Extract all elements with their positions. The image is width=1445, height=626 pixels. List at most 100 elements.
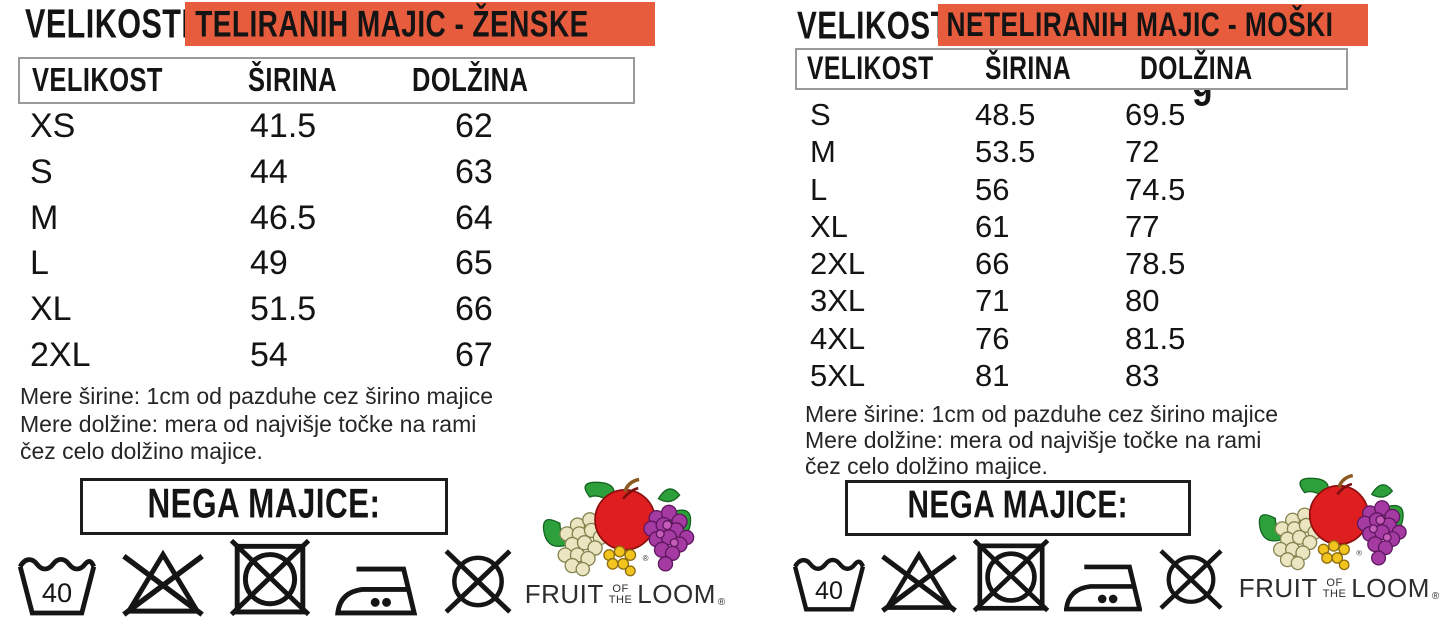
table-cell: 69.5 xyxy=(1125,97,1186,132)
care-title-box: NEGA MAJICE: xyxy=(845,480,1191,536)
table-cell: L xyxy=(810,171,828,207)
table-cell: 4XL xyxy=(810,320,866,356)
table-row: 4XL 76 81.5 xyxy=(795,320,1346,357)
table-cell: 77 xyxy=(1125,208,1160,244)
care-icons-row: 40 xyxy=(792,538,1226,613)
do-not-bleach-icon xyxy=(121,547,205,617)
table-cell: 41.5 xyxy=(250,107,317,145)
logo-word-the: THE xyxy=(608,593,633,606)
table-cell: XL xyxy=(30,290,72,329)
panel-title-prefix: VELIKOSTI xyxy=(25,0,191,47)
table-cell: 71 xyxy=(975,283,1010,319)
table-row: XL 51.5 66 xyxy=(18,287,633,333)
note-line: čez celo dolžino majice. xyxy=(20,438,263,464)
fruit-of-the-loom-logo: FRUIT OF THE LOOM ® xyxy=(1239,470,1439,604)
do-not-dry-clean-icon xyxy=(1156,546,1226,613)
care-title-box: NEGA MAJICE: xyxy=(80,478,448,535)
wash-40-icon: 40 xyxy=(792,554,866,613)
note-line: Mere dolžine: mera od najvišje točke na … xyxy=(805,427,1262,453)
logo-word-of: OF xyxy=(1326,576,1343,589)
logo-word-loom: LOOM xyxy=(1351,573,1430,603)
table-cell: 65 xyxy=(455,244,493,283)
table-row: L 56 74.5 xyxy=(795,171,1346,208)
table-cell: 49 xyxy=(250,244,288,283)
care-icons-row: 40 xyxy=(17,538,515,617)
note-line: Mere širine: 1cm od pazduhe cez širino m… xyxy=(805,401,1278,427)
table-header: VELIKOST ŠIRINA DOLŽINA xyxy=(795,48,1348,90)
table-cell: 63 xyxy=(455,152,493,191)
table-cell: 2XL xyxy=(30,335,91,374)
table-cell: 76 xyxy=(975,320,1010,356)
table-cell: 46.5 xyxy=(250,198,317,237)
do-not-dry-clean-icon xyxy=(441,546,515,617)
note-line: Mere dolžine: mera od najvišje točke na … xyxy=(20,410,477,437)
table-cell: 64 xyxy=(455,198,493,237)
table-row: M 53.5 72 xyxy=(795,133,1346,170)
table-cell: 72 xyxy=(1125,134,1160,170)
logo-word-fruit: FRUIT xyxy=(524,579,604,609)
iron-icon xyxy=(1064,563,1142,613)
do-not-bleach-icon xyxy=(880,548,958,613)
table-header: VELIKOST ŠIRINA DOLŽINA xyxy=(18,57,635,104)
table-cell: XL xyxy=(810,208,848,244)
svg-text:40: 40 xyxy=(815,577,843,605)
measurement-notes: Mere širine: 1cm od pazduhe cez širino m… xyxy=(805,401,1278,479)
table-row: XS 41.5 62 xyxy=(18,104,633,150)
svg-text:40: 40 xyxy=(42,577,72,608)
table-cell: 81 xyxy=(975,358,1010,394)
column-header-width: ŠIRINA xyxy=(985,50,1072,87)
column-header-size: VELIKOST xyxy=(32,61,163,99)
table-cell: XS xyxy=(30,107,76,145)
table-cell: M xyxy=(30,198,59,237)
table-cell: 44 xyxy=(250,152,288,191)
note-line: Mere širine: 1cm od pazduhe cez širino m… xyxy=(20,383,493,409)
size-table-men: S 48.5 69.5 M 53.5 72 L 56 74.5 XL 61 77 2XL 66 78.5 3X… xyxy=(795,96,1346,394)
table-cell: M xyxy=(810,134,836,170)
do-not-tumble-dry-icon xyxy=(229,538,311,617)
column-header-length: DOLŽINA xyxy=(1140,50,1253,87)
table-row: M 46.5 64 xyxy=(18,196,633,242)
table-row: 3XL 71 80 xyxy=(795,282,1346,319)
logo-word-loom: LOOM xyxy=(637,579,716,609)
table-row: 5XL 81 83 xyxy=(795,357,1346,394)
table-cell: 74.5 xyxy=(1125,171,1186,207)
table-cell: 53.5 xyxy=(975,134,1036,170)
logo-fruit-illustration xyxy=(541,477,696,578)
table-cell: 81.5 xyxy=(1125,320,1186,356)
care-title: NEGA MAJICE: xyxy=(147,480,381,527)
column-header-size: VELIKOST xyxy=(807,50,934,87)
fruit-of-the-loom-logo: FRUIT OF THE LOOM ® xyxy=(525,474,726,610)
column-header-width: ŠIRINA xyxy=(248,61,337,99)
wash-40-icon: 40 xyxy=(17,553,97,617)
table-cell: 56 xyxy=(975,171,1010,207)
table-cell: S xyxy=(810,97,831,132)
table-row: XL 61 77 xyxy=(795,208,1346,245)
panel-title-highlight: TELIRANIH MAJIC - ŽENSKE xyxy=(185,2,655,46)
table-cell: L xyxy=(30,244,49,283)
logo-wordmark: FRUIT OF THE LOOM ® xyxy=(1239,573,1440,604)
measurement-notes: Mere širine: 1cm od pazduhe cez širino m… xyxy=(20,383,493,466)
note-line: čez celo dolžino majice. xyxy=(805,453,1048,479)
logo-word-of: OF xyxy=(612,582,629,595)
table-cell: 3XL xyxy=(810,283,866,319)
table-cell: 66 xyxy=(975,246,1010,282)
table-cell: 62 xyxy=(455,107,493,145)
table-cell: 48.5 xyxy=(975,97,1036,132)
logo-word-fruit: FRUIT xyxy=(1238,573,1318,603)
panel-title-highlight: NETELIRANIH MAJIC - MOŠKI xyxy=(938,4,1368,46)
table-row: L 49 65 xyxy=(18,241,633,287)
size-table-women: XS 41.5 62 S 44 63 M 46.5 64 L 49 65 XL 51.5 66 2XL 54 67 xyxy=(18,104,633,379)
iron-icon xyxy=(335,565,417,617)
care-title: NEGA MAJICE: xyxy=(907,482,1129,527)
do-not-tumble-dry-icon xyxy=(972,538,1050,613)
logo-word-the: THE xyxy=(1322,587,1347,600)
logo-wordmark: FRUIT OF THE LOOM ® xyxy=(525,579,726,610)
registered-mark: ® xyxy=(717,597,726,608)
table-row: 2XL 66 78.5 xyxy=(795,245,1346,282)
table-cell: 83 xyxy=(1125,358,1160,394)
table-cell: S xyxy=(30,152,53,191)
table-row: 2XL 54 67 xyxy=(18,333,633,379)
table-cell: 80 xyxy=(1125,283,1160,319)
logo-fruit-illustration xyxy=(1257,473,1408,572)
table-cell: 67 xyxy=(455,335,493,374)
